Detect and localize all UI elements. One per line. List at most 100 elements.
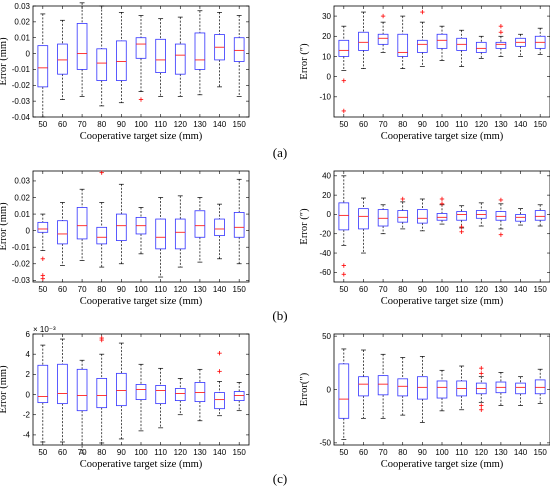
- x-axis-label: Cooperative target size (mm): [381, 459, 504, 470]
- iqr-box: [233, 212, 245, 238]
- y-tick-label: 0.03: [14, 2, 30, 11]
- outlier-marker: [341, 108, 347, 114]
- iqr-box: [174, 43, 186, 75]
- iqr-box: [495, 41, 507, 49]
- outlier-marker: [420, 9, 425, 15]
- y-tick-label: 0: [327, 385, 332, 394]
- x-tick-label: 150: [233, 285, 247, 294]
- x-tick-label: 140: [213, 285, 227, 294]
- x-tick-label: 90: [418, 285, 427, 294]
- box-100: [436, 369, 448, 412]
- x-tick-label: 120: [174, 448, 188, 457]
- iqr-box: [397, 210, 409, 223]
- x-tick-label: 50: [339, 120, 348, 129]
- y-exponent-label: × 10⁻³: [33, 325, 56, 334]
- chart-panel-2: -10 0 10 20 30 50 60 70 80 90 100 110 120 130 140 150 Co…: [299, 5, 550, 142]
- x-tick-label: 110: [455, 120, 468, 129]
- x-tick-label: 90: [418, 120, 427, 129]
- x-tick-label: 50: [38, 120, 47, 129]
- x-tick-label: 140: [213, 448, 227, 457]
- x-tick-label: 80: [398, 448, 407, 457]
- box-50: [338, 175, 350, 277]
- y-tick-label: 0.02: [14, 18, 30, 27]
- outlier-marker: [498, 197, 504, 203]
- iqr-box: [174, 218, 186, 250]
- chart-panel-5: -4 -2 0 2 4 6× 10⁻³ 50 60 70 80 90 100 110 120 130 140 1…: [0, 325, 250, 470]
- x-tick-label: 60: [359, 448, 368, 457]
- y-axis-label: Error (mm): [0, 37, 9, 86]
- y-tick-label: -4: [23, 431, 31, 440]
- y-tick-label: -0.04: [12, 113, 31, 122]
- y-tick-label: 0: [26, 390, 31, 399]
- panel-label-c: (c): [273, 471, 287, 486]
- box-120: [475, 202, 487, 227]
- box-150: [534, 368, 546, 404]
- iqr-box: [214, 392, 225, 410]
- outlier-marker: [138, 97, 144, 102]
- iqr-box: [358, 208, 369, 230]
- box-120: [174, 378, 186, 416]
- x-tick-label: 100: [435, 285, 449, 294]
- iqr-box: [515, 214, 526, 222]
- iqr-box: [116, 213, 127, 241]
- iqr-box: [214, 218, 225, 237]
- y-tick-label: -0.03: [12, 97, 31, 106]
- iqr-box: [456, 211, 467, 221]
- y-tick-label: -0.01: [12, 243, 31, 252]
- iqr-box: [436, 380, 448, 399]
- y-tick-label: -2: [23, 411, 31, 420]
- iqr-box: [116, 372, 127, 407]
- outlier-marker: [498, 232, 504, 237]
- x-tick-label: 50: [38, 285, 47, 294]
- y-tick-label: -10: [319, 93, 331, 102]
- iqr-box: [135, 384, 147, 400]
- x-tick-label: 100: [435, 120, 449, 129]
- box-80: [96, 335, 108, 444]
- x-tick-label: 90: [117, 120, 126, 129]
- box-60: [358, 197, 369, 254]
- box-50: [37, 13, 49, 118]
- y-axis-label: Error(″): [299, 372, 310, 406]
- box-60: [358, 349, 369, 419]
- y-tick-label: 10: [322, 52, 331, 61]
- x-tick-label: 130: [494, 120, 508, 129]
- x-tick-label: 80: [398, 120, 407, 129]
- iqr-box: [338, 202, 350, 231]
- box-130: [495, 197, 507, 237]
- box-130: [194, 368, 206, 422]
- x-tick-label: 120: [174, 120, 188, 129]
- box-130: [495, 372, 507, 406]
- y-tick-label: 30: [322, 12, 331, 21]
- iqr-box: [417, 376, 428, 400]
- outlier-marker: [400, 196, 405, 202]
- iqr-box: [534, 210, 546, 221]
- x-tick-label: 110: [154, 285, 167, 294]
- y-tick-label: -0.01: [12, 65, 31, 74]
- y-tick-label: -0.02: [12, 81, 31, 90]
- outlier-marker: [217, 369, 222, 374]
- outlier-marker: [479, 371, 484, 376]
- box-140: [214, 350, 225, 417]
- plot-frame: [32, 170, 250, 283]
- iqr-box: [194, 382, 206, 403]
- x-tick-label: 60: [359, 120, 368, 129]
- x-tick-label: 80: [398, 285, 407, 294]
- x-tick-label: 70: [78, 448, 87, 457]
- y-tick-label: 20: [322, 191, 331, 200]
- iqr-box: [116, 40, 127, 81]
- iqr-box: [358, 31, 369, 51]
- x-tick-label: 70: [379, 120, 388, 129]
- box-70: [377, 353, 389, 419]
- plot-frame: [333, 333, 550, 446]
- y-tick-label: 0: [26, 226, 31, 235]
- x-tick-label: 80: [97, 285, 106, 294]
- outlier-marker: [380, 13, 386, 19]
- x-tick-label: 100: [435, 448, 449, 457]
- x-tick-label: 100: [134, 120, 148, 129]
- y-tick-label: 0.01: [14, 210, 30, 219]
- box-70: [377, 204, 389, 235]
- box-100: [436, 25, 448, 61]
- x-tick-label: 80: [97, 448, 106, 457]
- iqr-box: [233, 37, 245, 62]
- y-tick-label: -40: [319, 249, 331, 258]
